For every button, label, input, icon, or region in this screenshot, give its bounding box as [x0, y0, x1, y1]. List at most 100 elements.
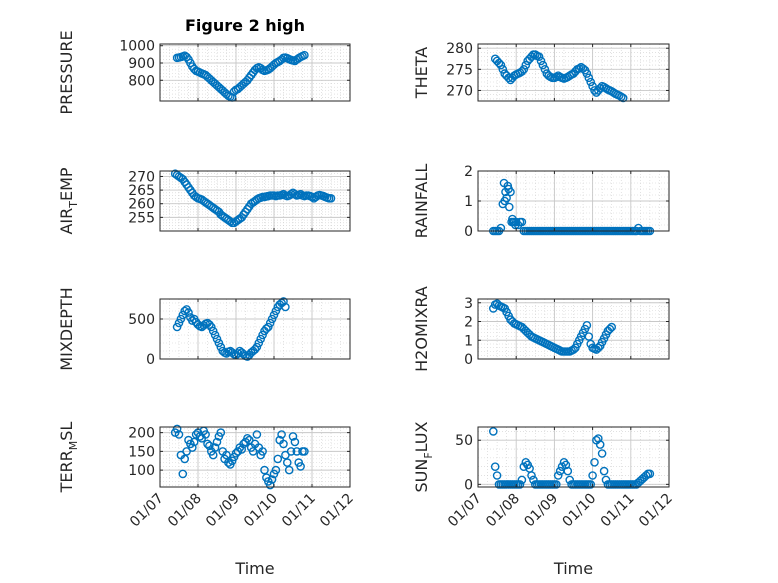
mixdepth-data-point — [184, 308, 193, 317]
mixdepth-data-point — [279, 297, 288, 306]
terr-msl-data-point — [260, 465, 269, 475]
h2omixra-data-point — [605, 324, 615, 334]
theta-data-point — [534, 52, 544, 62]
air-temp-y-tick-label: 265 — [128, 183, 155, 199]
theta-data-point — [517, 67, 527, 76]
theta-data-point — [552, 72, 561, 82]
panel-h2omixra: 0 1 2 3 H2OMIXRA — [412, 286, 670, 372]
panel-theta: 270 275 280 THETA — [412, 41, 670, 103]
mixdepth-data-point — [214, 338, 224, 348]
terr-msl-data-point — [296, 462, 305, 471]
terr-msl-x-tick-label: 01/12 — [317, 491, 357, 531]
sun-flux-data-point — [645, 469, 655, 479]
mixdepth-data-point — [176, 314, 186, 324]
terr-msl-data-point — [180, 454, 189, 464]
theta-data-point — [521, 60, 531, 70]
air-temp-data-point — [307, 192, 317, 202]
h2omixra-y-tick-label: 3 — [464, 296, 473, 312]
theta-data-point — [618, 93, 628, 103]
air-temp-y-tick-label: 260 — [128, 197, 155, 213]
terr-msl-x-axis-label: Time — [234, 559, 274, 578]
sun-flux-data-point — [599, 466, 609, 476]
terr-msl-axes-box — [159, 426, 351, 488]
theta-data-point — [536, 56, 546, 66]
air-temp-axes-box — [159, 170, 351, 232]
mixdepth-axes-box — [159, 298, 351, 360]
mixdepth-y-tick-label: 0 — [146, 352, 155, 368]
rainfall-data-point — [517, 217, 527, 227]
rainfall-data-point — [506, 187, 515, 197]
mixdepth-data-point — [269, 310, 279, 320]
mixdepth-data-point — [254, 338, 264, 348]
h2omixra-y-tick-label: 1 — [464, 333, 473, 349]
terr-msl-data-point — [290, 437, 300, 447]
terr-msl-data-point — [187, 443, 197, 452]
air-temp-y-axis-label: AIRTEMP — [57, 167, 80, 234]
h2omixra-axes-box — [477, 298, 670, 360]
theta-data-point — [595, 84, 605, 93]
theta-data-point — [498, 65, 508, 74]
terr-msl-data-point — [205, 441, 214, 451]
sun-flux-data-point — [595, 440, 605, 449]
sun-flux-data-point — [590, 457, 599, 467]
terr-msl-data-point — [222, 450, 231, 460]
terr-msl-data-point — [279, 439, 288, 449]
mixdepth-data-point — [263, 322, 273, 332]
air-temp-y-tick-label: 255 — [128, 210, 155, 226]
sun-flux-axes-box — [477, 426, 670, 488]
terr-msl-x-tick-label: 01/10 — [241, 491, 281, 531]
sun-flux-x-tick-label: 01/11 — [598, 491, 638, 531]
rainfall-data-point — [496, 223, 506, 233]
mixdepth-data-point — [256, 334, 266, 344]
terr-msl-data-point — [237, 445, 246, 454]
h2omixra-data-point — [582, 320, 592, 330]
mixdepth-data-point — [206, 322, 216, 332]
theta-data-point — [538, 60, 548, 70]
mixdepth-data-point — [233, 349, 243, 358]
pressure-y-axis-label: PRESSURE — [57, 30, 76, 114]
sun-flux-x-tick-label: 01/10 — [560, 491, 600, 531]
h2omixra-data-point — [594, 343, 603, 353]
terr-msl-data-point — [258, 447, 267, 456]
terr-msl-data-point — [300, 447, 309, 456]
terr-msl-x-tick-label: 01/09 — [203, 491, 243, 531]
panel-rainfall: 0 1 2 RAINFALL — [412, 164, 670, 240]
mixdepth-data-point — [250, 345, 260, 354]
theta-data-point — [586, 77, 596, 87]
theta-data-point — [617, 92, 626, 102]
mixdepth-data-point — [172, 322, 182, 332]
theta-data-point — [582, 69, 592, 78]
terr-msl-data-point — [244, 435, 254, 445]
terr-msl-x-tick-label: 01/11 — [279, 491, 319, 531]
theta-y-axis-label: THETA — [412, 47, 431, 99]
terr-msl-data-point — [172, 424, 182, 434]
rainfall-y-tick-label: 1 — [464, 194, 473, 210]
terr-msl-data-point — [243, 433, 252, 443]
mixdepth-data-point — [265, 318, 275, 328]
sun-flux-data-point — [490, 462, 500, 472]
sun-flux-x-axis-label: Time — [553, 559, 593, 578]
terr-msl-data-point — [252, 430, 262, 439]
rainfall-y-tick-label: 0 — [464, 224, 473, 240]
theta-y-tick-label: 270 — [446, 83, 473, 99]
terr-msl-data-point — [189, 437, 199, 447]
mixdepth-y-tick-label: 500 — [128, 312, 155, 328]
theta-data-point — [588, 81, 597, 91]
h2omixra-y-tick-label: 2 — [464, 315, 473, 331]
terr-msl-data-point — [174, 430, 184, 439]
sun-flux-data-point — [517, 475, 527, 485]
terr-msl-data-point — [203, 439, 212, 449]
sun-flux-data-point — [552, 480, 561, 489]
theta-data-point — [494, 58, 504, 68]
mixdepth-data-point — [210, 330, 220, 340]
terr-msl-data-point — [212, 437, 222, 447]
sun-flux-x-tick-label: 01/09 — [521, 491, 561, 531]
air-temp-data-point — [326, 193, 336, 203]
sun-flux-y-axis-label: SUNFLUX — [412, 421, 435, 492]
h2omixra-y-tick-label: 0 — [464, 352, 473, 368]
mixdepth-data-point — [267, 314, 277, 324]
theta-data-point — [590, 86, 599, 95]
pressure-axes-box — [159, 43, 351, 102]
pressure-y-tick-label: 900 — [128, 56, 155, 72]
